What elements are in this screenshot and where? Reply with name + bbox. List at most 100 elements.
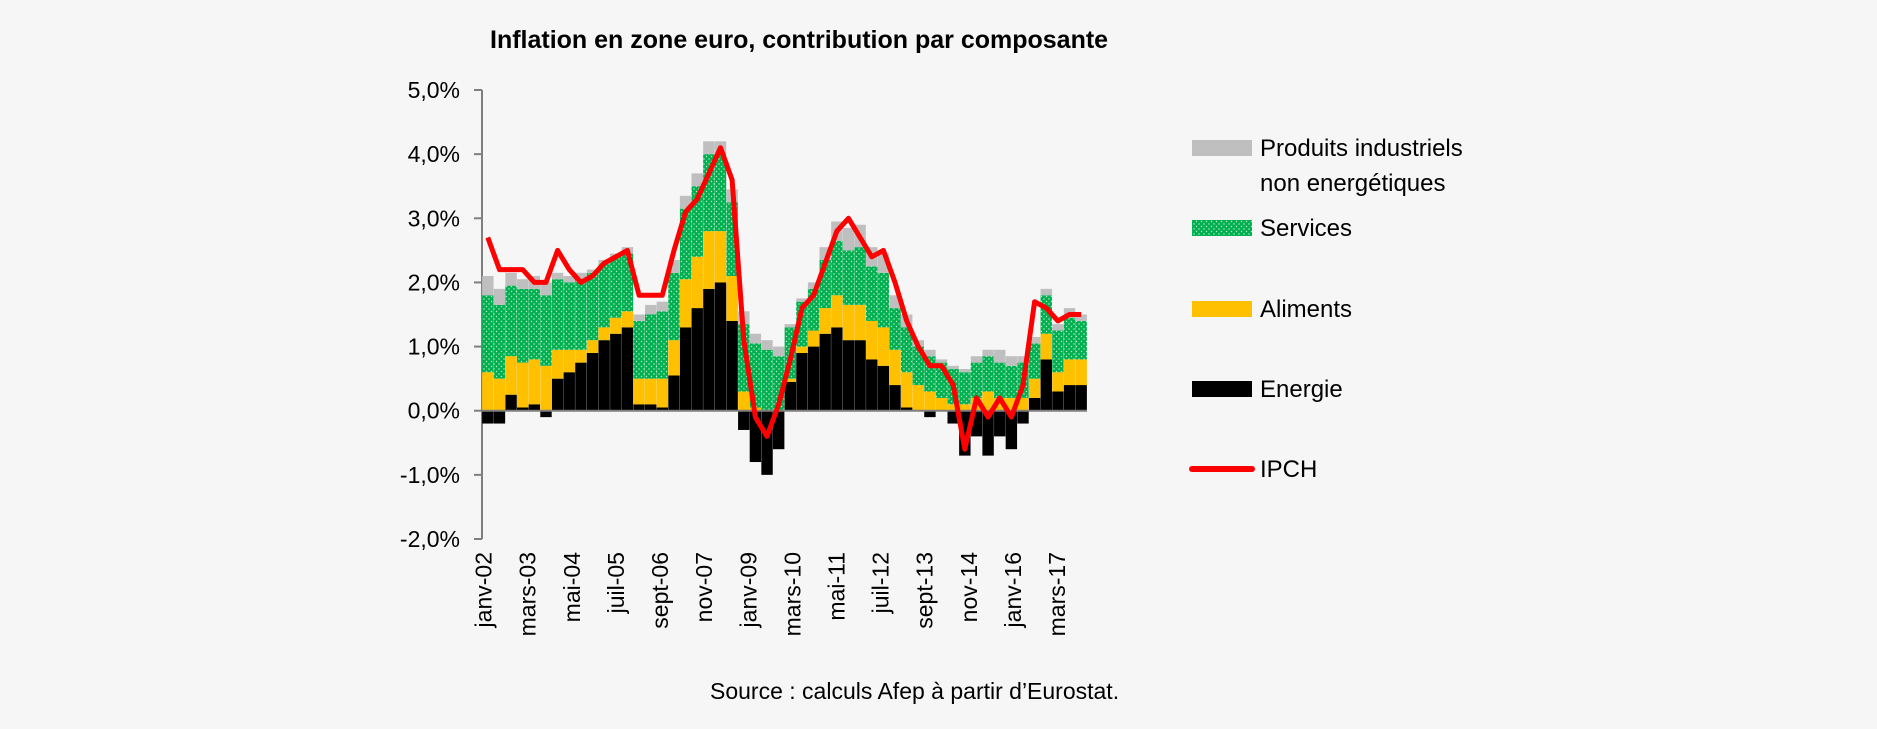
- x-tick-label: janv-02: [471, 552, 497, 628]
- bar-produits-industriels: [1052, 324, 1064, 331]
- bar-services: [819, 259, 831, 309]
- bar-services: [1040, 295, 1052, 334]
- bar-aliments: [889, 349, 901, 386]
- bar-produits-industriels: [1005, 356, 1018, 366]
- bar-energie: [819, 333, 831, 411]
- bar-energie: [621, 327, 634, 411]
- bar-aliments: [912, 385, 924, 411]
- legend-swatch: [1192, 301, 1252, 317]
- bar-services: [761, 349, 773, 411]
- y-tick-label: 2,0%: [408, 269, 460, 295]
- bar-energie: [505, 394, 517, 411]
- bar-aliments: [726, 276, 738, 321]
- bar-energie: [1063, 385, 1076, 411]
- bar-energie: [517, 407, 529, 411]
- bar-services: [796, 301, 808, 347]
- bar-aliments: [656, 378, 669, 408]
- bar-energie: [924, 410, 936, 418]
- bar-aliments: [528, 359, 541, 405]
- bar-aliments: [517, 362, 529, 408]
- bar-services: [889, 308, 901, 350]
- bar-produits-industriels: [982, 349, 994, 357]
- bar-energie: [656, 407, 669, 411]
- bar-services: [691, 186, 703, 257]
- bar-energie: [540, 410, 552, 418]
- x-tick-label: mars-10: [779, 552, 805, 636]
- bar-aliments: [1063, 359, 1076, 386]
- bar-aliments: [877, 327, 890, 366]
- x-tick-label: mars-03: [515, 552, 541, 636]
- legend-label: Aliments: [1260, 296, 1352, 323]
- bar-aliments: [621, 311, 634, 328]
- bar-services: [866, 266, 878, 321]
- bar-energie: [551, 378, 564, 411]
- bar-services: [493, 304, 506, 379]
- bar-services: [854, 247, 866, 305]
- bar-aliments: [598, 327, 610, 341]
- y-tick-label: 0,0%: [408, 398, 460, 424]
- bar-produits-industriels: [761, 340, 773, 350]
- bar-produits-industriels: [749, 333, 762, 344]
- bar-energie: [1017, 410, 1029, 424]
- bar-produits-industriels: [540, 282, 552, 296]
- bar-aliments: [959, 404, 971, 411]
- bar-aliments: [819, 308, 831, 334]
- bar-produits-industriels: [1040, 288, 1052, 296]
- bar-produits-industriels: [703, 141, 715, 155]
- bar-energie: [1028, 397, 1041, 411]
- bar-produits-industriels: [889, 295, 901, 309]
- bar-energie: [610, 333, 622, 411]
- bar-aliments: [994, 397, 1006, 411]
- bar-services: [575, 279, 587, 350]
- bar-aliments: [1005, 397, 1018, 411]
- x-tick-label: mars-17: [1044, 552, 1070, 636]
- bar-energie: [959, 410, 971, 456]
- bar-services: [540, 295, 552, 366]
- plot-area: 5,0% 4,0% 3,0% 2,0% 1,0% 0,0% -1,0% -2,0% janv-0…: [400, 77, 1087, 636]
- legend: Produits industriels non energétiques Serv…: [1189, 135, 1463, 483]
- bar-services: [656, 311, 669, 379]
- bar-aliments: [1075, 359, 1087, 386]
- bar-services: [1063, 317, 1076, 360]
- bar-produits-industriels: [563, 276, 575, 283]
- x-tick-label: sept-13: [912, 552, 938, 629]
- bar-aliments: [482, 372, 494, 411]
- bar-services: [935, 362, 948, 398]
- bar-energie: [575, 362, 587, 411]
- bar-services: [749, 343, 762, 408]
- bar-services: [714, 154, 727, 232]
- bar-energie: [866, 359, 878, 411]
- bar-aliments: [982, 391, 994, 411]
- bar-aliments: [738, 391, 750, 411]
- bar-services: [1052, 330, 1064, 373]
- bar-aliments: [831, 295, 843, 328]
- x-tick-label: janv-16: [1000, 552, 1026, 628]
- legend-swatch: [1192, 381, 1252, 397]
- bar-aliments: [703, 231, 715, 289]
- legend-label: IPCH: [1260, 456, 1317, 483]
- bar-aliments: [1052, 372, 1064, 392]
- bar-produits-industriels: [807, 282, 820, 289]
- x-tick-label: nov-14: [956, 552, 982, 623]
- bar-energie: [761, 410, 773, 475]
- bar-aliments: [842, 304, 855, 341]
- x-tick-label: janv-09: [735, 552, 761, 628]
- bar-produits-industriels: [935, 359, 948, 363]
- bar-energie: [1040, 359, 1052, 411]
- bar-energie: [994, 410, 1006, 437]
- y-tick-label: 5,0%: [408, 77, 460, 103]
- legend-label: Energie: [1260, 376, 1343, 403]
- bar-services: [1075, 320, 1087, 360]
- bar-services: [912, 346, 924, 386]
- bar-energie: [900, 407, 913, 411]
- x-tick-label: mai-11: [824, 552, 850, 621]
- bar-energie: [493, 410, 506, 424]
- x-tick-label: mai-04: [559, 552, 585, 623]
- bar-produits-industriels: [819, 247, 831, 260]
- bar-energie: [796, 352, 808, 411]
- bar-services: [645, 314, 657, 379]
- bar-aliments: [796, 346, 808, 353]
- bar-energie: [772, 410, 785, 450]
